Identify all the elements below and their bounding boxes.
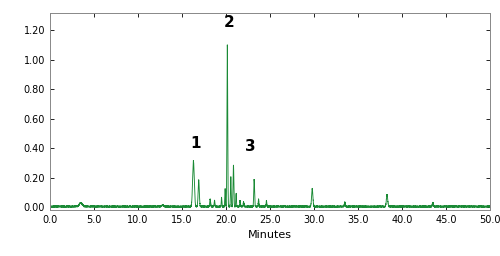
Text: 2: 2: [224, 15, 234, 30]
Text: 3: 3: [246, 139, 256, 154]
Text: 1: 1: [190, 136, 200, 151]
X-axis label: Minutes: Minutes: [248, 230, 292, 240]
